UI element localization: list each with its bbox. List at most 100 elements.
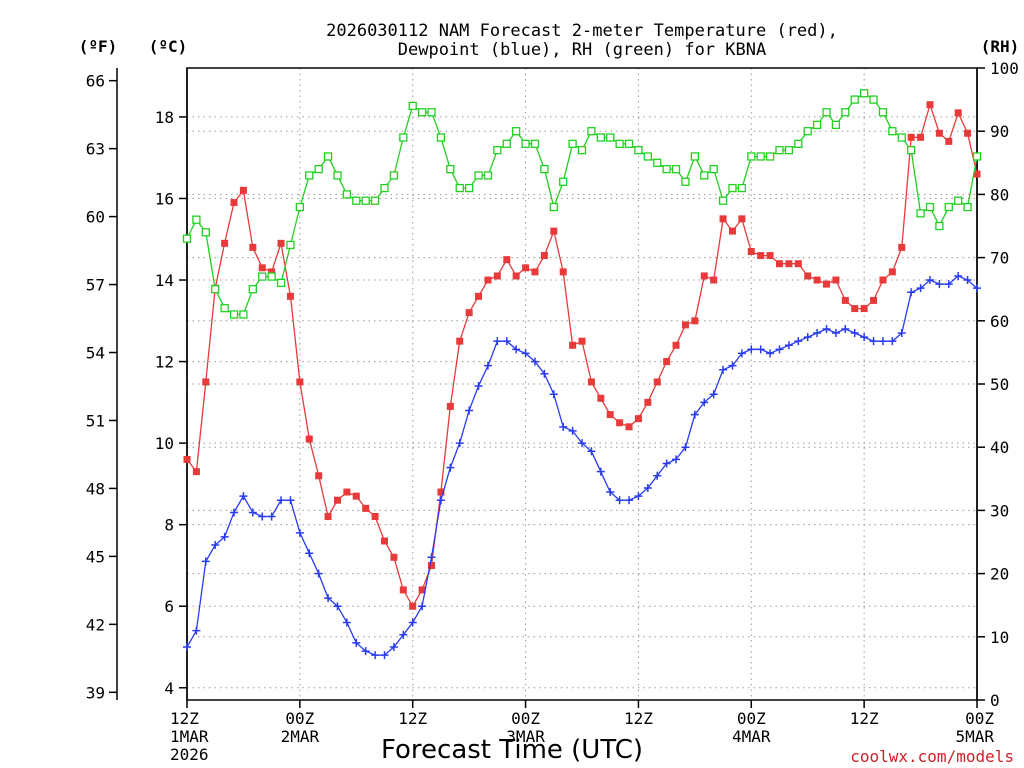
x-tick-label: 5MAR xyxy=(955,727,994,746)
dewpoint-point xyxy=(681,443,690,452)
temperature-point xyxy=(446,402,454,410)
rh-tick-label: 10 xyxy=(990,628,1009,647)
temperature-point xyxy=(710,276,718,284)
rh-point xyxy=(182,234,192,243)
temperature-point xyxy=(860,305,868,313)
dewpoint-point xyxy=(446,463,455,472)
celsius-tick-label: 12 xyxy=(155,353,174,372)
rh-tick-label: 70 xyxy=(990,249,1009,268)
x-tick-label: 12Z xyxy=(850,709,879,728)
celsius-tick-label: 6 xyxy=(164,597,174,616)
temperature-point xyxy=(550,227,558,235)
temperature-point xyxy=(183,455,191,463)
dewpoint-point xyxy=(248,508,257,517)
temperature-point xyxy=(569,341,577,349)
grid xyxy=(186,67,978,701)
dewpoint-point xyxy=(559,422,568,431)
temperature-point xyxy=(475,292,483,300)
dewpoint-point xyxy=(784,341,793,350)
dewpoint-point xyxy=(831,329,840,338)
temperature-point xyxy=(305,435,313,443)
rh-point xyxy=(530,139,540,148)
rh-point xyxy=(794,139,803,148)
rh-point xyxy=(935,221,944,231)
temperature-point xyxy=(870,296,878,304)
x-axis-title: Forecast Time (UTC) xyxy=(381,735,643,765)
fahrenheit-tick-label: 51 xyxy=(86,411,105,430)
dewpoint-point xyxy=(399,630,408,639)
x-tick-label: 12Z xyxy=(398,709,427,728)
temperature-series xyxy=(183,101,981,610)
dewpoint-point xyxy=(672,455,681,464)
x-tick-label: 00Z xyxy=(965,709,994,728)
rh-point xyxy=(690,152,700,161)
rh-tick-label: 90 xyxy=(990,122,1009,141)
temperature-point xyxy=(973,170,981,178)
dewpoint-point xyxy=(841,324,850,333)
dewpoint-point xyxy=(822,324,831,333)
celsius-tick-label: 14 xyxy=(155,271,174,290)
rh-tick-label: 20 xyxy=(990,565,1009,584)
celsius-tick-label: 18 xyxy=(155,108,174,127)
rh-tick-label: 50 xyxy=(990,375,1009,394)
rh-point xyxy=(436,133,446,142)
dewpoint-point xyxy=(756,345,765,354)
dewpoint-point xyxy=(342,618,351,627)
rh-point xyxy=(643,152,652,161)
dewpoint-point xyxy=(944,280,953,289)
fahrenheit-tick-label: 45 xyxy=(86,547,105,566)
dewpoint-point xyxy=(568,426,577,435)
rh-point xyxy=(229,310,239,319)
dewpoint-series xyxy=(183,271,981,660)
rh-point xyxy=(859,89,869,98)
temperature-point xyxy=(785,260,793,268)
dewpoint-point xyxy=(540,369,549,378)
dewpoint-point xyxy=(239,492,248,501)
dewpoint-point xyxy=(277,496,286,505)
temperature-point xyxy=(813,276,821,284)
x-tick-label: 00Z xyxy=(285,709,314,728)
rh-tick-label: 30 xyxy=(990,501,1009,520)
rh-point xyxy=(624,139,634,148)
dewpoint-point xyxy=(615,496,624,505)
dewpoint-point xyxy=(700,398,709,407)
temperature-point xyxy=(776,260,783,268)
rh-point xyxy=(446,164,455,174)
temperature-point xyxy=(597,394,605,402)
rh-point xyxy=(596,133,605,142)
rh-point xyxy=(361,196,370,205)
temperature-point xyxy=(653,378,661,386)
dewpoint-point xyxy=(305,549,314,558)
rh-point xyxy=(671,164,681,174)
dewpoint-point xyxy=(258,512,267,521)
rh-point xyxy=(276,278,286,288)
dewpoint-point xyxy=(512,345,521,354)
rh-point xyxy=(765,152,775,161)
x-tick-label: 3MAR xyxy=(506,727,545,746)
labels: 2026030112 NAM Forecast 2-meter Temperat… xyxy=(79,21,1020,766)
temperature-point xyxy=(700,272,708,280)
rh-point xyxy=(634,146,643,155)
dewpoint-point xyxy=(521,349,530,358)
dewpoint-point xyxy=(653,471,662,480)
dewpoint-point xyxy=(737,349,746,358)
fahrenheit-tick-label: 48 xyxy=(86,479,105,498)
dewpoint-point xyxy=(766,349,775,358)
dewpoint-point xyxy=(230,508,239,517)
temperature-point xyxy=(794,260,802,268)
temperature-point xyxy=(277,239,285,247)
rh-point xyxy=(502,139,511,148)
dewpoint-point xyxy=(465,406,474,415)
temperature-point xyxy=(230,199,238,207)
dewpoint-point xyxy=(625,496,634,505)
dewpoint-point xyxy=(371,651,380,660)
temperature-point xyxy=(268,268,276,276)
rh-point xyxy=(963,202,972,212)
dewpoint-point xyxy=(436,496,445,505)
temperature-point xyxy=(578,337,586,345)
temperature-point xyxy=(757,252,765,260)
temperature-point xyxy=(559,268,567,276)
rh-point xyxy=(972,152,982,161)
rh-point xyxy=(737,183,747,193)
